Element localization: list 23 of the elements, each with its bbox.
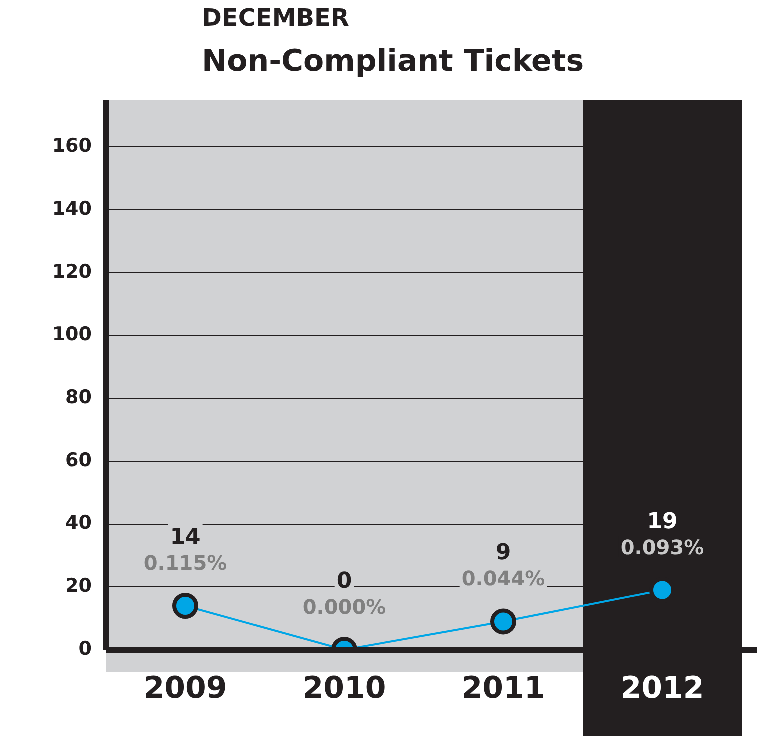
annotation: 0.044% bbox=[462, 566, 546, 591]
data-label: 0 bbox=[336, 569, 352, 594]
chart-subtitle: DECEMBER bbox=[202, 4, 350, 32]
data-label: 19 bbox=[647, 509, 678, 534]
chart-title: Non-Compliant Tickets bbox=[202, 44, 584, 79]
data-label: 9 bbox=[496, 540, 512, 566]
y-tick-label: 120 bbox=[52, 260, 92, 283]
y-tick-label: 0 bbox=[78, 638, 92, 660]
y-tick-label: 140 bbox=[52, 198, 92, 220]
data-label: 14 bbox=[170, 525, 201, 550]
x-tick-label: 2012 bbox=[620, 670, 704, 706]
y-tick-label: 40 bbox=[66, 512, 92, 534]
annotation: 0.000% bbox=[302, 595, 386, 619]
annotation: 0.115% bbox=[144, 551, 228, 575]
y-tick-label: 20 bbox=[66, 575, 92, 598]
x-tick-label: 2010 bbox=[302, 670, 386, 706]
x-tick-label: 2009 bbox=[144, 670, 228, 706]
x-tick-label: 2011 bbox=[462, 670, 546, 706]
y-tick-label: 80 bbox=[66, 386, 92, 409]
annotation: 0.093% bbox=[620, 535, 704, 560]
y-tick-label: 100 bbox=[52, 324, 92, 346]
y-tick-label: 60 bbox=[66, 449, 92, 472]
y-tick-label: 160 bbox=[52, 135, 92, 158]
